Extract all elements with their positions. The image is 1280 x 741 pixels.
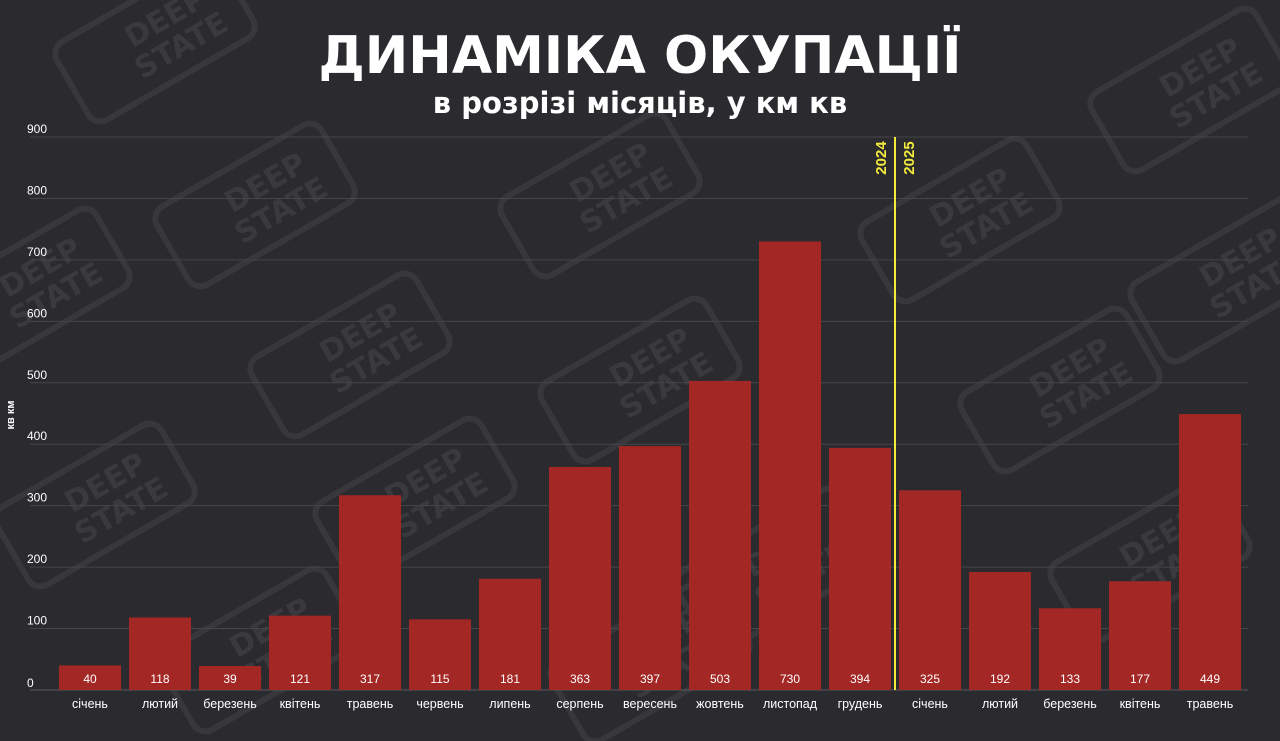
category-labels: січень лютий березень квітень травень червень… <box>72 697 1233 711</box>
category-label: грудень <box>838 697 883 711</box>
category-label: січень <box>72 697 108 711</box>
category-label: травень <box>347 697 394 711</box>
watermark-frame <box>1127 195 1280 365</box>
bar <box>339 495 401 690</box>
bars <box>59 241 1241 690</box>
watermark-frame <box>497 110 703 280</box>
watermark-frame <box>857 135 1063 305</box>
y-tick-label: 700 <box>27 245 47 259</box>
value-label: 325 <box>920 672 940 686</box>
value-label: 503 <box>710 672 730 686</box>
category-label: липень <box>489 697 530 711</box>
value-label: 181 <box>500 672 520 686</box>
value-label: 363 <box>570 672 590 686</box>
value-label: 177 <box>1130 672 1150 686</box>
category-label: лютий <box>142 697 178 711</box>
value-label: 40 <box>83 672 97 686</box>
bar <box>689 380 751 690</box>
bar <box>269 615 331 690</box>
bar <box>409 619 471 690</box>
category-label: травень <box>1187 697 1234 711</box>
category-label: квітень <box>1120 697 1161 711</box>
category-label: жовтень <box>696 697 744 711</box>
y-tick-label: 600 <box>27 306 47 320</box>
value-label: 115 <box>430 672 449 686</box>
chart-subtitle: в розрізі місяців, у км кв <box>433 86 847 120</box>
bar <box>199 666 261 690</box>
bar <box>479 578 541 690</box>
category-label: квітень <box>280 697 321 711</box>
watermark-frame <box>312 415 518 585</box>
y-tick-labels: 0 100 200 300 400 500 600 700 800 900 <box>27 122 47 690</box>
category-label: листопад <box>763 697 818 711</box>
bar <box>549 466 611 690</box>
category-label: березень <box>1043 697 1097 711</box>
bar <box>129 617 191 690</box>
bar <box>899 490 961 690</box>
value-label: 192 <box>990 672 1010 686</box>
y-tick-label: 100 <box>27 614 47 628</box>
year-divider: 2024 2025 <box>873 137 918 690</box>
watermark-frame <box>957 305 1163 475</box>
category-label: вересень <box>623 697 677 711</box>
y-tick-label: 300 <box>27 491 47 505</box>
category-label: лютий <box>982 697 1018 711</box>
value-label: 397 <box>640 672 660 686</box>
y-tick-label: 400 <box>27 429 47 443</box>
bar <box>1179 414 1241 690</box>
value-label: 39 <box>223 672 237 686</box>
bar <box>969 572 1031 690</box>
value-label: 317 <box>360 672 380 686</box>
category-label: червень <box>416 697 463 711</box>
bar <box>619 446 681 690</box>
y-tick-label: 0 <box>27 676 34 690</box>
watermark-frame <box>152 120 358 290</box>
value-label: 133 <box>1060 672 1080 686</box>
bar <box>829 447 891 690</box>
bar <box>759 241 821 690</box>
watermark-frame <box>52 0 258 125</box>
value-labels: 40 118 39 121 317 115 181 363 397 503 730 394 325 192… <box>83 672 1220 686</box>
watermark-frame <box>0 205 133 375</box>
category-label: березень <box>203 697 257 711</box>
bar <box>1039 608 1101 690</box>
value-label: 449 <box>1200 672 1220 686</box>
year-label: 2024 <box>873 141 890 175</box>
y-tick-label: 800 <box>27 183 47 197</box>
bar <box>59 665 121 690</box>
watermark-frame <box>247 270 453 440</box>
watermark-frame <box>0 420 198 590</box>
category-label: січень <box>912 697 948 711</box>
y-axis-label: кв км <box>5 401 17 430</box>
chart-title: ДИНАМІКА ОКУПАЦІЇ <box>318 25 961 86</box>
value-label: 394 <box>850 672 870 686</box>
year-label: 2025 <box>901 141 918 174</box>
category-label: серпень <box>556 697 603 711</box>
value-label: 121 <box>290 672 310 686</box>
watermark-frame <box>537 295 743 465</box>
value-label: 730 <box>780 672 800 686</box>
value-label: 118 <box>150 672 169 686</box>
y-tick-label: 900 <box>27 122 47 136</box>
bar <box>1109 581 1171 690</box>
y-tick-label: 200 <box>27 552 47 566</box>
y-tick-label: 500 <box>27 368 47 382</box>
